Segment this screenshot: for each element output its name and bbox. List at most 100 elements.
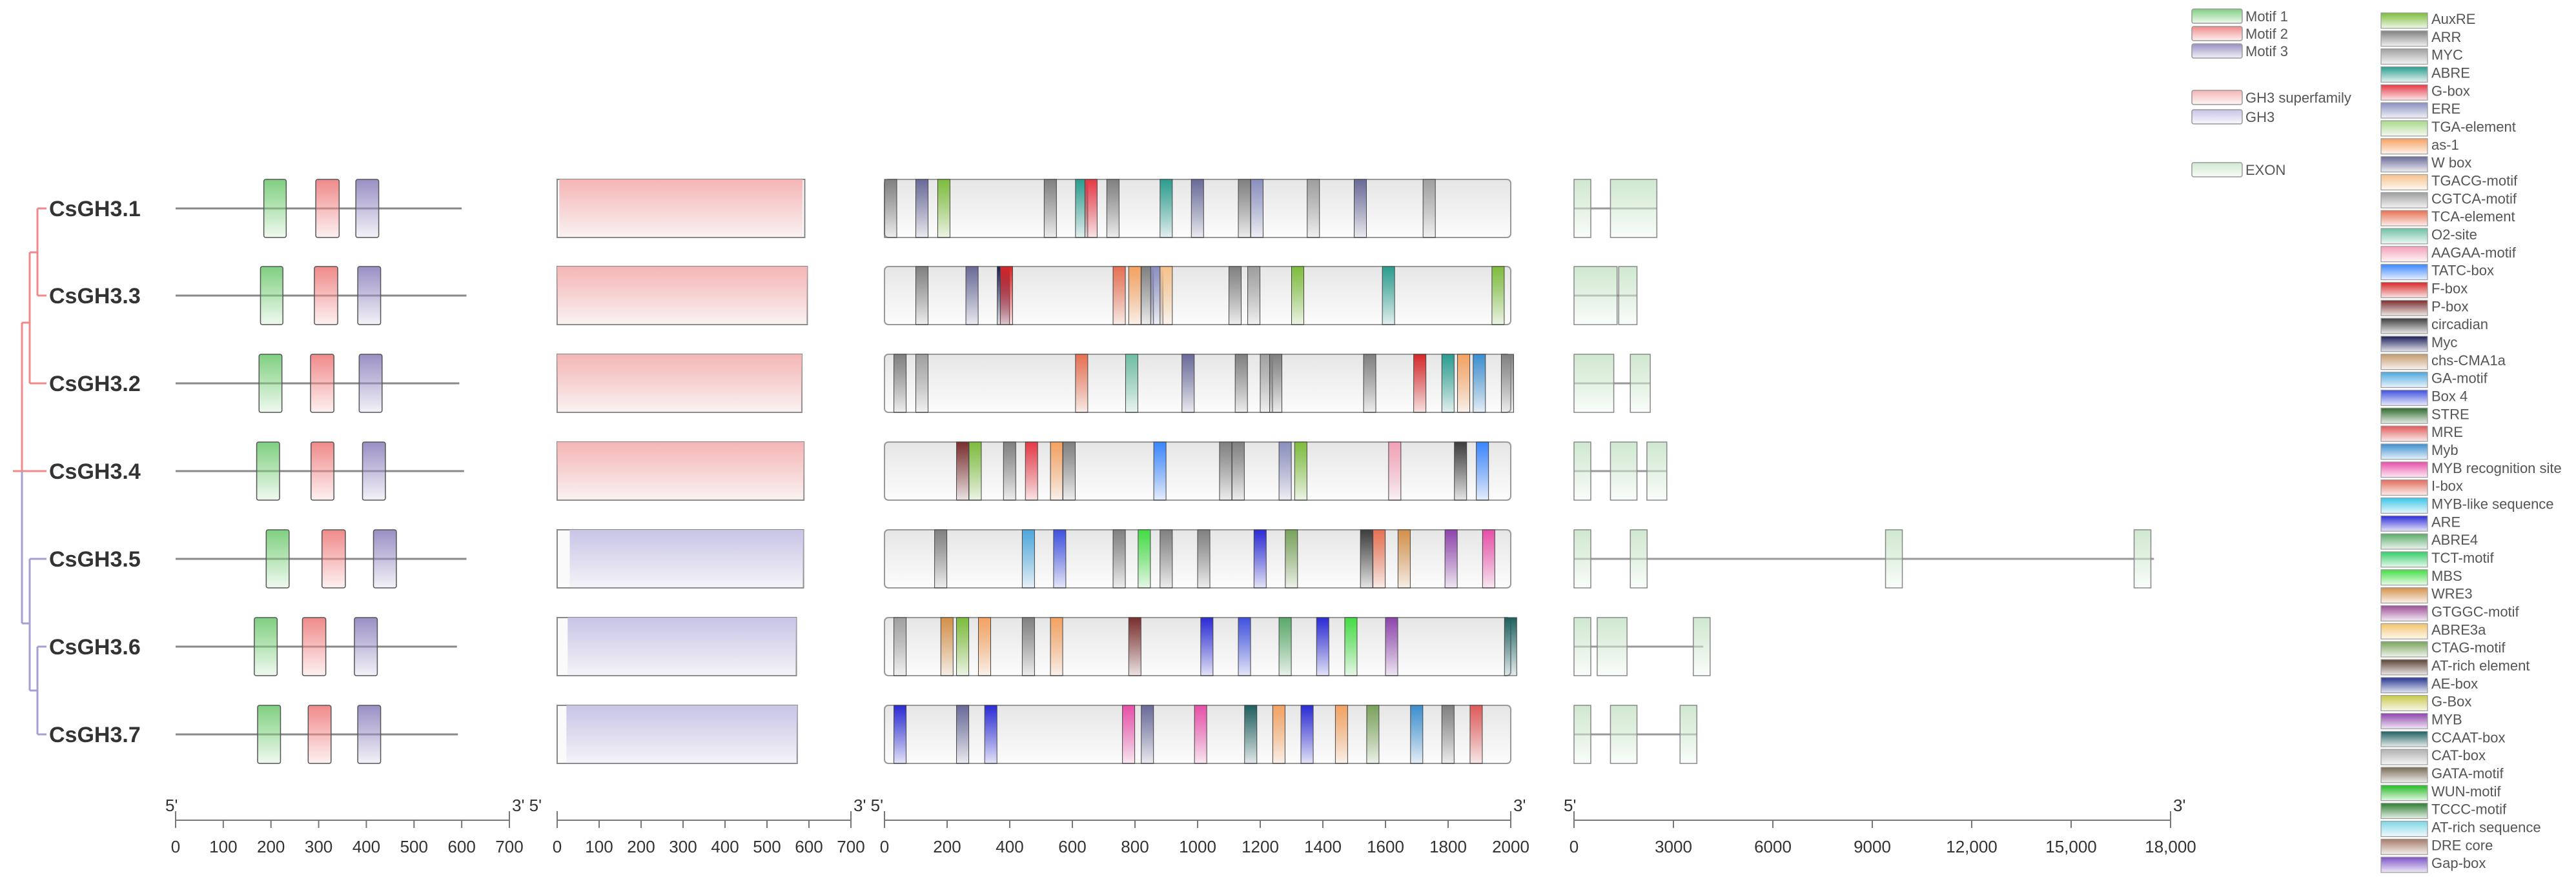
legend-label-mre: MRE: [2431, 424, 2463, 440]
domain-row-csgh3-2: [557, 354, 802, 413]
cis-element-as-1: [1050, 617, 1063, 676]
cis-element-arr: [1106, 179, 1119, 238]
cis-element-ctag-motif: [1285, 529, 1298, 589]
cis-element-arr: [1003, 441, 1016, 501]
cis-element-cgtca-motif: [1307, 179, 1320, 238]
motif-2-box: [307, 705, 332, 764]
gene-structure-csgh3-4: [1573, 441, 1668, 501]
cis-element-arr: [1043, 179, 1057, 238]
tick-label: 12,000: [1946, 837, 1998, 856]
cis-element-w-box: [956, 705, 970, 764]
legend-label-circadian: circadian: [2431, 316, 2488, 332]
legend-swatch-myc: [2380, 336, 2428, 352]
tick-label: 600: [447, 837, 475, 856]
legend-label-ere: ERE: [2431, 101, 2460, 117]
motif-2-box: [314, 266, 338, 325]
cis-element-are: [1253, 529, 1267, 589]
gene-label-csgh3-5: CsGH3.5: [49, 547, 141, 572]
gene-label-csgh3-2: CsGH3.2: [49, 372, 141, 396]
cis-element-myb: [1385, 617, 1398, 676]
cis-element-w-box: [915, 179, 928, 238]
gene-label-csgh3-7: CsGH3.7: [49, 723, 141, 747]
tick-label: 3000: [1655, 837, 1692, 856]
tick-label: 100: [209, 837, 237, 856]
promoter-element-panel: [884, 179, 1517, 764]
motif-1-box: [257, 705, 281, 764]
legend-label-tct-motif: TCT-motif: [2431, 550, 2494, 566]
gh3-domain: [567, 618, 797, 676]
motif-panel: [176, 179, 467, 764]
tick-label: 15,000: [2045, 837, 2097, 856]
cis-element-o2-site: [1125, 354, 1138, 413]
tick-label: 9000: [1854, 837, 1891, 856]
legend-swatch-auxre: [2380, 12, 2428, 29]
cis-element-are: [1200, 617, 1214, 676]
tick-label: 300: [669, 837, 697, 856]
cis-element-arr: [1234, 354, 1248, 413]
tick-label: 700: [837, 837, 864, 856]
motif-1-box: [263, 179, 287, 238]
legend-swatch: [2191, 26, 2243, 41]
legend-label: GH3 superfamily: [2245, 90, 2351, 106]
cis-element-ere: [1250, 179, 1263, 238]
cis-element-box-4: [1238, 617, 1251, 676]
legend-swatch-aagaa-motif: [2380, 246, 2428, 263]
motif-row-csgh3-4: [176, 441, 464, 501]
cis-element-auxre: [937, 179, 950, 238]
legend-label-g-box: G-Box: [2431, 694, 2471, 710]
legend-label-at-rich-element: AT-rich element: [2431, 658, 2530, 674]
legend-swatch-f-box: [2380, 281, 2428, 298]
cis-element-arr: [1238, 179, 1251, 238]
cis-element-arr: [1197, 529, 1211, 589]
tick-label: 18,000: [2145, 837, 2196, 856]
legend-swatch: [2191, 8, 2243, 24]
motif-2-box: [310, 354, 334, 413]
cis-element-arr: [884, 179, 897, 238]
cis-element-as-1: [1128, 266, 1141, 325]
exon-box: [1573, 441, 1591, 501]
legend-label-myc: Myc: [2431, 334, 2457, 350]
legend-label: Motif 1: [2245, 8, 2288, 25]
tick-label: 0: [1569, 837, 1579, 856]
motif-2-box: [311, 441, 334, 501]
legend-swatch-as-1: [2380, 138, 2428, 155]
legend-label-myb: MYB: [2431, 712, 2462, 728]
cis-element-wre3: [940, 617, 954, 676]
legend-swatch-tga-element: [2380, 120, 2428, 137]
exon-box: [1885, 529, 1903, 589]
motif-1-box: [260, 266, 283, 325]
gene-structure-csgh3-2: [1573, 354, 1651, 413]
exon-box: [1573, 179, 1591, 238]
exon-box: [1630, 529, 1648, 589]
legend-label-cat-box: CAT-box: [2431, 747, 2486, 763]
cis-element-f-box: [1413, 354, 1427, 413]
exon-box: [2133, 529, 2152, 589]
exon-box: [1573, 266, 1618, 325]
cis-element-myc: [894, 617, 907, 676]
legend-label-ccaat-box: CCAAT-box: [2431, 729, 2506, 745]
scale-axes: 0 100 200 300 400 500 600 700 5' 3' 5' 0 100 200 300 4…: [165, 796, 2196, 856]
legend-swatch-abre: [2380, 66, 2428, 83]
legend-swatch: [2191, 90, 2243, 105]
legend-swatch-i-box: [2380, 479, 2428, 496]
legend-swatch-stre: [2380, 407, 2428, 424]
gh3-superfamily-domain: [557, 354, 802, 412]
domain-row-csgh3-6: [557, 617, 797, 676]
tick-label: 200: [933, 837, 961, 856]
tick-label: 1400: [1304, 837, 1342, 856]
tick-label: 300: [305, 837, 332, 856]
promoter-outline: [884, 441, 1511, 501]
gene-label-csgh3-1: CsGH3.1: [49, 197, 141, 221]
cis-element-as-1: [1050, 441, 1063, 501]
legend-label-ae-box: AE-box: [2431, 676, 2478, 692]
legend-swatch-myb: [2380, 712, 2428, 729]
motif-row-csgh3-1: [176, 179, 462, 238]
cis-element-cgtca-motif: [1247, 266, 1261, 325]
gene-structure-csgh3-7: [1573, 705, 1698, 764]
legend-swatch-arr: [2380, 30, 2428, 47]
motif-1-box: [254, 617, 278, 676]
motif-3-box: [357, 266, 382, 325]
tick-label: 0: [880, 837, 889, 856]
exon-box: [1573, 529, 1591, 589]
legend-swatch-tct-motif: [2380, 551, 2428, 568]
